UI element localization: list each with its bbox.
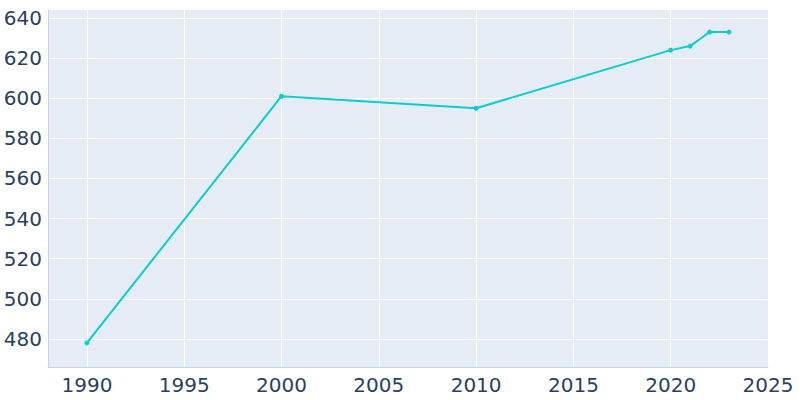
svg-text:2010: 2010	[451, 373, 502, 397]
svg-text:620: 620	[4, 46, 42, 70]
svg-text:2020: 2020	[645, 373, 696, 397]
svg-text:500: 500	[4, 287, 42, 311]
svg-text:560: 560	[4, 166, 42, 190]
svg-text:1990: 1990	[61, 373, 112, 397]
svg-text:1995: 1995	[159, 373, 210, 397]
svg-text:540: 540	[4, 207, 42, 231]
svg-text:600: 600	[4, 86, 42, 110]
svg-text:2005: 2005	[353, 373, 404, 397]
svg-text:2015: 2015	[548, 373, 599, 397]
svg-text:640: 640	[4, 6, 42, 30]
svg-text:520: 520	[4, 247, 42, 271]
svg-text:2000: 2000	[256, 373, 307, 397]
svg-text:480: 480	[4, 327, 42, 351]
svg-text:2025: 2025	[743, 373, 794, 397]
svg-text:580: 580	[4, 126, 42, 150]
